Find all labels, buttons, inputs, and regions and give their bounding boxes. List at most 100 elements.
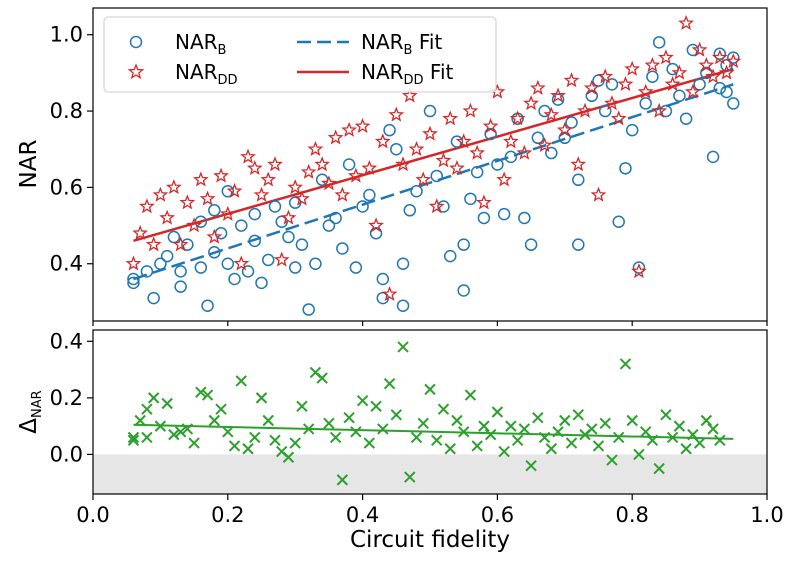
point-nar-dd bbox=[341, 121, 358, 137]
point-delta-nar bbox=[498, 445, 510, 458]
point-nar-dd bbox=[536, 137, 553, 153]
point-delta-nar bbox=[687, 428, 699, 441]
x-axis-label: Circuit fidelity bbox=[350, 527, 510, 553]
point-nar-dd bbox=[152, 186, 169, 202]
point-nar-b bbox=[437, 200, 450, 213]
point-nar-b bbox=[302, 303, 315, 316]
point-nar-dd bbox=[206, 228, 223, 244]
point-nar-dd bbox=[139, 198, 155, 214]
point-nar-b bbox=[235, 219, 248, 232]
point-nar-dd bbox=[543, 106, 560, 122]
negative-shaded-region bbox=[93, 454, 767, 494]
point-delta-nar bbox=[613, 431, 625, 444]
point-delta-nar bbox=[370, 400, 382, 413]
point-nar-dd bbox=[428, 198, 445, 214]
point-nar-b bbox=[545, 146, 558, 160]
point-nar-dd bbox=[529, 79, 546, 95]
top-y-tick-label: 0.8 bbox=[50, 99, 83, 123]
point-delta-nar bbox=[249, 431, 261, 444]
point-delta-nar bbox=[424, 383, 436, 396]
point-nar-dd bbox=[476, 194, 492, 210]
point-nar-dd bbox=[408, 140, 425, 156]
point-nar-b bbox=[625, 123, 639, 137]
top-x-ticks bbox=[92, 321, 768, 326]
point-delta-nar bbox=[714, 434, 726, 446]
point-nar-b bbox=[127, 276, 140, 290]
legend-entry-nar-b-fit-main: NAR bbox=[361, 30, 404, 54]
point-nar-dd bbox=[442, 110, 459, 126]
legend-entry-nar-b-main: NAR bbox=[175, 30, 218, 54]
point-delta-nar bbox=[451, 414, 463, 427]
point-nar-dd bbox=[496, 171, 513, 187]
point-delta-nar bbox=[147, 392, 160, 404]
point-nar-dd bbox=[132, 224, 149, 240]
point-nar-dd bbox=[617, 76, 634, 92]
point-nar-b bbox=[727, 97, 740, 110]
point-nar-dd bbox=[199, 190, 216, 206]
point-delta-nar bbox=[296, 400, 308, 413]
x-tick-label: 0.8 bbox=[615, 503, 648, 527]
point-nar-dd bbox=[678, 14, 695, 30]
legend-entry-nar-dd-fit-sub: DD bbox=[404, 73, 424, 88]
point-nar-b bbox=[248, 207, 262, 221]
point-nar-dd bbox=[395, 156, 411, 172]
point-delta-nar bbox=[336, 474, 349, 486]
point-delta-nar bbox=[208, 414, 221, 427]
point-delta-nar bbox=[680, 443, 692, 455]
point-nar-b bbox=[383, 123, 396, 137]
fit-line-nar-b bbox=[133, 83, 734, 281]
point-nar-b bbox=[322, 219, 336, 232]
point-nar-b bbox=[208, 246, 221, 259]
point-nar-b bbox=[329, 211, 342, 225]
point-nar-b bbox=[457, 284, 470, 297]
point-nar-b bbox=[713, 81, 727, 95]
point-nar-dd bbox=[509, 110, 526, 126]
point-nar-b bbox=[491, 158, 504, 171]
point-delta-nar bbox=[592, 440, 605, 452]
point-nar-b bbox=[673, 89, 686, 103]
point-delta-nar bbox=[484, 428, 497, 441]
point-nar-dd bbox=[388, 106, 405, 122]
bottom-y-axis-label: ΔNAR bbox=[16, 390, 45, 433]
point-nar-dd bbox=[273, 251, 290, 267]
point-delta-nar bbox=[552, 426, 564, 438]
point-delta-nar bbox=[626, 414, 638, 427]
point-nar-dd bbox=[179, 194, 196, 210]
point-delta-nar bbox=[127, 434, 140, 446]
point-nar-dd bbox=[462, 102, 479, 118]
point-nar-dd bbox=[637, 83, 654, 99]
point-nar-dd bbox=[347, 167, 364, 183]
bottom-y-ticks: 0.0 0.2 0.4 bbox=[50, 329, 93, 466]
top-y-tick-label: 0.4 bbox=[50, 252, 83, 276]
x-tick-label: 0.0 bbox=[76, 503, 109, 527]
fit-line-delta-nar bbox=[133, 423, 734, 440]
point-nar-dd bbox=[361, 160, 378, 176]
point-nar-dd bbox=[401, 87, 418, 103]
point-delta-nar bbox=[525, 460, 537, 472]
legend-entry-nar-b-sub: B bbox=[218, 43, 227, 58]
point-nar-dd bbox=[327, 129, 344, 145]
point-nar-b bbox=[450, 135, 464, 148]
point-nar-dd bbox=[294, 190, 310, 206]
point-nar-b bbox=[470, 165, 484, 179]
x-tick-label: 1.0 bbox=[750, 503, 783, 527]
point-delta-nar bbox=[377, 423, 389, 435]
point-delta-nar bbox=[538, 431, 551, 444]
point-nar-b bbox=[221, 184, 235, 198]
point-nar-b bbox=[720, 85, 733, 99]
point-nar-b bbox=[457, 238, 470, 251]
point-nar-dd bbox=[698, 56, 715, 72]
point-delta-nar bbox=[457, 426, 470, 438]
legend-entry-nar-b-fit-sub: B bbox=[404, 43, 413, 58]
point-nar-b bbox=[174, 280, 187, 293]
point-nar-dd bbox=[718, 64, 735, 80]
point-nar-dd bbox=[570, 156, 587, 172]
point-delta-nar bbox=[222, 426, 234, 438]
point-nar-dd bbox=[192, 171, 209, 187]
point-nar-dd bbox=[624, 60, 641, 76]
point-nar-dd bbox=[422, 125, 438, 141]
point-delta-nar bbox=[134, 414, 146, 427]
point-delta-nar bbox=[572, 409, 584, 421]
point-nar-dd bbox=[165, 179, 182, 195]
point-nar-dd bbox=[597, 68, 614, 84]
